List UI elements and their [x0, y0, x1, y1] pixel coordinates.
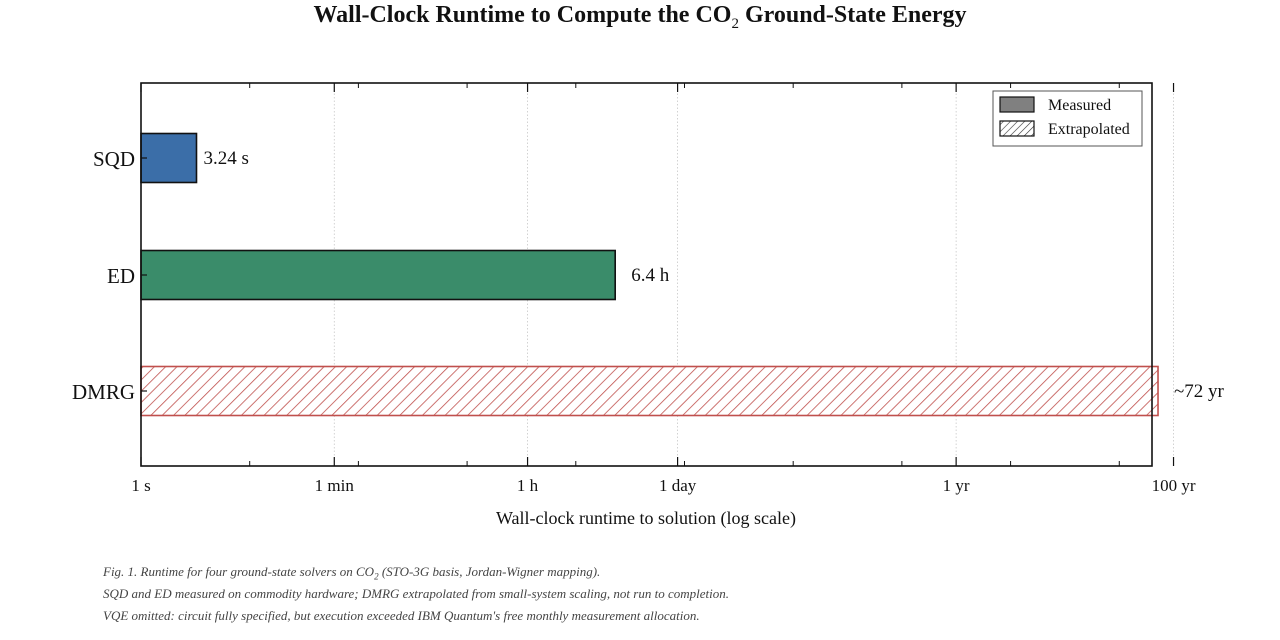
value-label-ed: 6.4 h: [631, 265, 670, 286]
legend-swatch-measured: [999, 96, 1035, 113]
category-label-dmrg: DMRG: [72, 380, 135, 404]
legend-label-extrapolated: Extrapolated: [1048, 121, 1130, 138]
bar-ed: [140, 249, 616, 301]
category-label-sqd: SQD: [93, 147, 135, 171]
chart-title-rest: Ground-State Energy: [738, 2, 967, 28]
caption-line-1-text: Fig. 1. Runtime for four ground-state so…: [103, 564, 375, 579]
legend-swatch-extrapolated: [999, 120, 1035, 137]
value-label-sqd: 3.24 s: [203, 148, 248, 169]
bars: 3.24 s SQD 6.4 h ED ~72 yr DMRG: [72, 132, 1225, 417]
x-axis-ticks: 1 s 1 min 1 h 1 day 1 yr 100 yr: [131, 83, 1196, 495]
category-label-ed: ED: [107, 264, 135, 288]
chart-title-subscript: 2: [731, 15, 739, 32]
x-tick-label: 1 h: [517, 476, 539, 495]
chart-title-main: Wall-Clock Runtime to Compute the CO: [313, 2, 732, 28]
value-label-dmrg: ~72 yr: [1174, 381, 1225, 402]
legend: Measured Extrapolated: [992, 90, 1143, 147]
caption-line-1-tail: (STO-3G basis, Jordan-Wigner mapping).: [378, 564, 601, 579]
caption-line-3: VQE omitted: circuit fully specified, bu…: [103, 608, 700, 623]
x-axis-label: Wall-clock runtime to solution (log scal…: [496, 508, 796, 529]
x-tick-label: 100 yr: [1152, 476, 1196, 495]
x-tick-label: 1 min: [315, 476, 355, 495]
bar-dmrg: [140, 365, 1159, 417]
bar-sqd: [140, 132, 198, 184]
legend-label-measured: Measured: [1048, 97, 1111, 114]
caption-subscript: 2: [374, 571, 379, 582]
x-tick-label: 1 yr: [943, 476, 970, 495]
caption-line-1: Fig. 1. Runtime for four ground-state so…: [103, 564, 600, 585]
x-tick-label: 1 s: [131, 476, 150, 495]
x-tick-label: 1 day: [659, 476, 697, 495]
caption-line-2: SQD and ED measured on commodity hardwar…: [103, 586, 729, 601]
chart-title: Wall-Clock Runtime to Compute the CO2 Gr…: [0, 0, 1280, 39]
